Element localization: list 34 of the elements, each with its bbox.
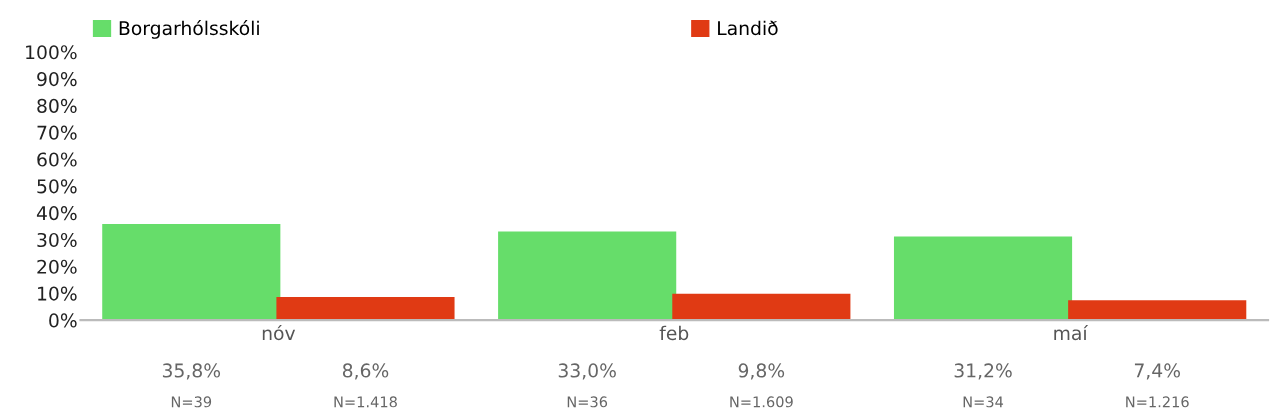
- legend-label: Borgarhólsskóli: [119, 19, 259, 39]
- y-tick-label: 60%: [37, 152, 77, 167]
- text: N=39: [171, 396, 212, 408]
- bar: [276, 297, 455, 321]
- bar: [102, 224, 281, 321]
- legend-label: Landið: [718, 20, 778, 36]
- y-tick-label: 70%: [37, 125, 77, 140]
- bar: [498, 231, 677, 321]
- y-tick-label: 80%: [37, 98, 77, 113]
- bar: [1068, 300, 1247, 321]
- x-tick-label: nóv: [262, 324, 296, 341]
- text: N=36: [567, 396, 608, 408]
- y-tick-label: 10%: [38, 286, 77, 301]
- text: N=1.418: [334, 396, 397, 408]
- text: N=1.609: [730, 396, 793, 408]
- x-tick-label: feb: [659, 325, 689, 341]
- bar: [893, 236, 1073, 321]
- y-tick-label: 30%: [37, 232, 77, 248]
- y-tick-label: 50%: [37, 179, 77, 194]
- data-label: 8,6%: [342, 363, 389, 380]
- bar: [672, 293, 851, 321]
- y-tick-label: 100%: [26, 45, 77, 60]
- y-tick-label: 20%: [37, 259, 77, 274]
- x-tick-label: maí: [1054, 324, 1089, 341]
- data-label: 31,2%: [954, 363, 1012, 380]
- data-label: 35,8%: [162, 363, 221, 380]
- y-tick-label: 40%: [36, 206, 77, 221]
- data-label: 9,8%: [738, 363, 785, 380]
- text: N=1.216: [1126, 396, 1189, 408]
- y-tick-label: 0%: [49, 313, 77, 328]
- data-label: 7,4%: [1134, 363, 1180, 380]
- data-label: 33,0%: [558, 363, 616, 380]
- y-tick-label: 90%: [37, 71, 77, 87]
- text: N=34: [963, 396, 1004, 408]
